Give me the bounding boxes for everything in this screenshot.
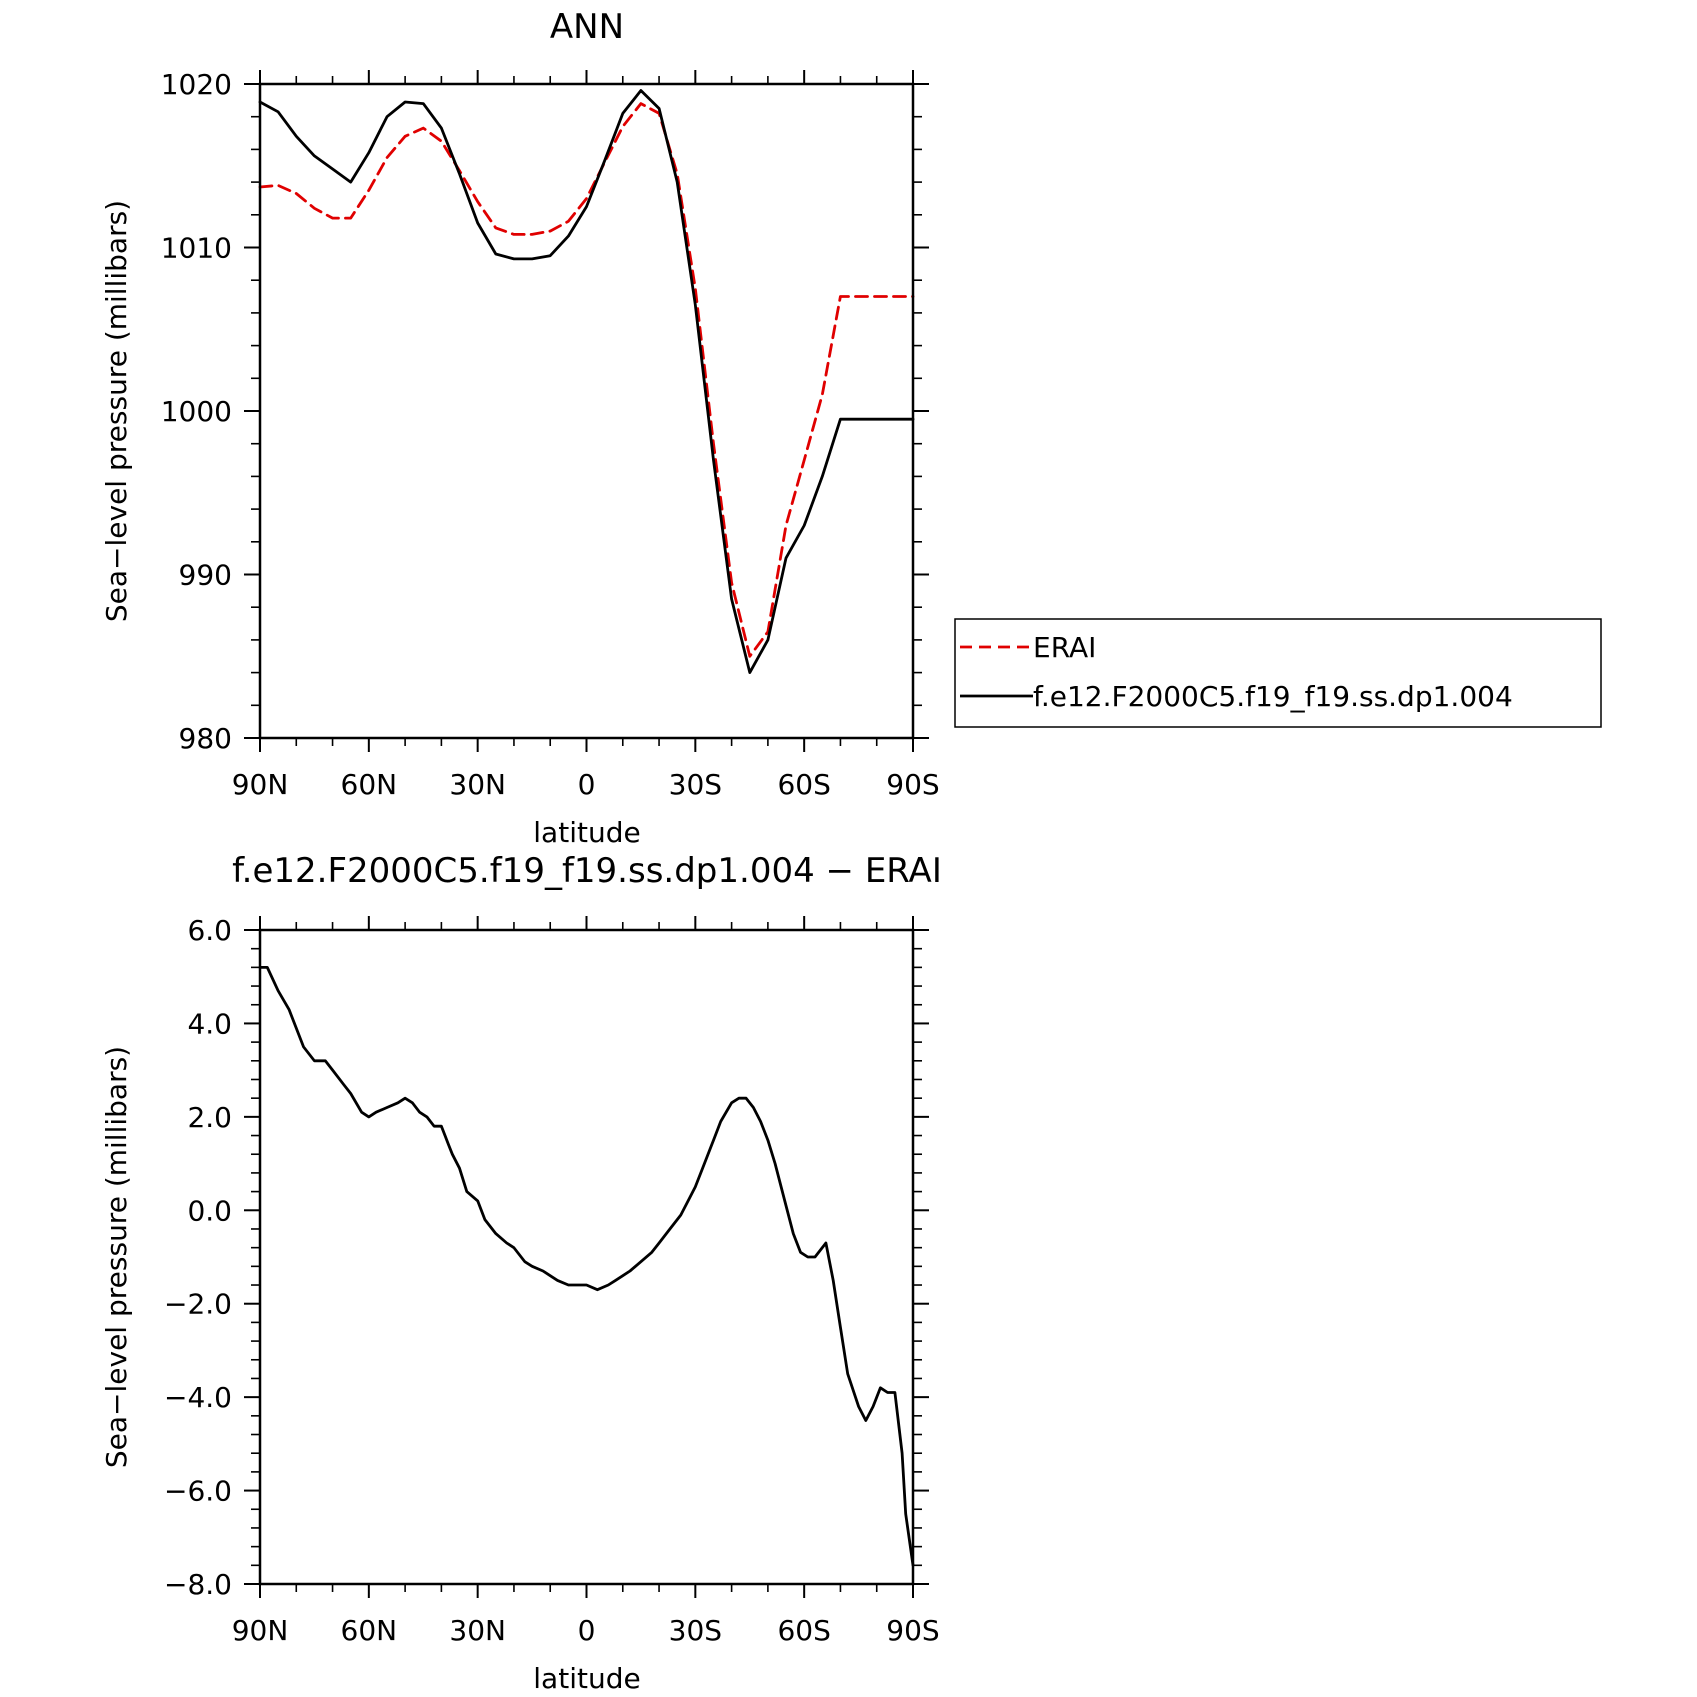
x-tick-label: 30N: [449, 768, 506, 801]
series-layer: [258, 89, 915, 674]
x-axis-title: latitude: [533, 816, 640, 849]
x-tick-label: 60S: [777, 768, 830, 801]
y-tick-label: 0.0: [187, 1194, 232, 1227]
x-tick-label: 60N: [341, 768, 398, 801]
y-tick-label: 6.0: [187, 914, 232, 947]
legend-label-model: f.e12.F2000C5.f19_f19.ss.dp1.004: [1033, 680, 1513, 713]
plot-frame: [258, 928, 915, 1586]
y-tick-label: 1020: [161, 68, 232, 101]
x-tick-label: 0: [578, 1614, 596, 1647]
x-axis-title: latitude: [533, 1662, 640, 1695]
legend-box: [954, 618, 1602, 728]
x-tick-label: 60N: [341, 1614, 398, 1647]
tick-labels: 90N 60N 30N 0 30S 60S 90S 980 990 1000 1010 1020: [161, 68, 940, 801]
panel-title: f.e12.F2000C5.f19_f19.ss.dp1.004 − ERAI: [232, 851, 942, 891]
x-tick-label: 30N: [449, 1614, 506, 1647]
x-tick-label: 60S: [777, 1614, 830, 1647]
series-layer: [258, 966, 915, 1567]
y-tick-label: −2.0: [164, 1288, 232, 1321]
y-tick-label: 980: [179, 722, 232, 755]
y-tick-label: 1010: [161, 232, 232, 265]
x-tick-label: 90N: [232, 768, 289, 801]
x-tick-label: 30S: [669, 768, 722, 801]
x-tick-label: 90N: [232, 1614, 289, 1647]
axis-ticks: [244, 70, 929, 752]
y-tick-label: −6.0: [164, 1475, 232, 1508]
legend-label-erai: ERAI: [1033, 631, 1096, 664]
x-tick-label: 90S: [886, 768, 939, 801]
y-axis-title: Sea−level pressure (millibars): [100, 1046, 133, 1468]
panel-title: ANN: [550, 7, 624, 47]
x-tick-label: 0: [578, 768, 596, 801]
difference-panel: f.e12.F2000C5.f19_f19.ss.dp1.004 − ERAI …: [100, 851, 942, 1695]
y-tick-label: −8.0: [164, 1568, 232, 1601]
plot-frame: [258, 82, 915, 740]
x-tick-label: 30S: [669, 1614, 722, 1647]
y-tick-label: 990: [179, 559, 232, 592]
tick-labels: 90N 60N 30N 0 30S 60S 90S −8.0 −6.0 −4.0 −2.0 0.0 2.…: [164, 914, 940, 1647]
y-tick-label: 2.0: [187, 1101, 232, 1134]
y-tick-label: −4.0: [164, 1381, 232, 1414]
sea-level-pressure-panel: ANN 90N 60N 30N 0 30S 60S 90S 980 990 1000 1010 102…: [100, 7, 940, 849]
x-tick-label: 90S: [886, 1614, 939, 1647]
y-axis-title: Sea−level pressure (millibars): [100, 200, 133, 622]
series-model-line: [258, 89, 915, 674]
series-erai-line: [258, 102, 915, 658]
axis-ticks: [244, 916, 929, 1598]
y-tick-label: 4.0: [187, 1007, 232, 1040]
series-difference-line: [258, 966, 915, 1567]
legend: ERAI f.e12.F2000C5.f19_f19.ss.dp1.004: [954, 618, 1602, 728]
y-tick-label: 1000: [161, 395, 232, 428]
